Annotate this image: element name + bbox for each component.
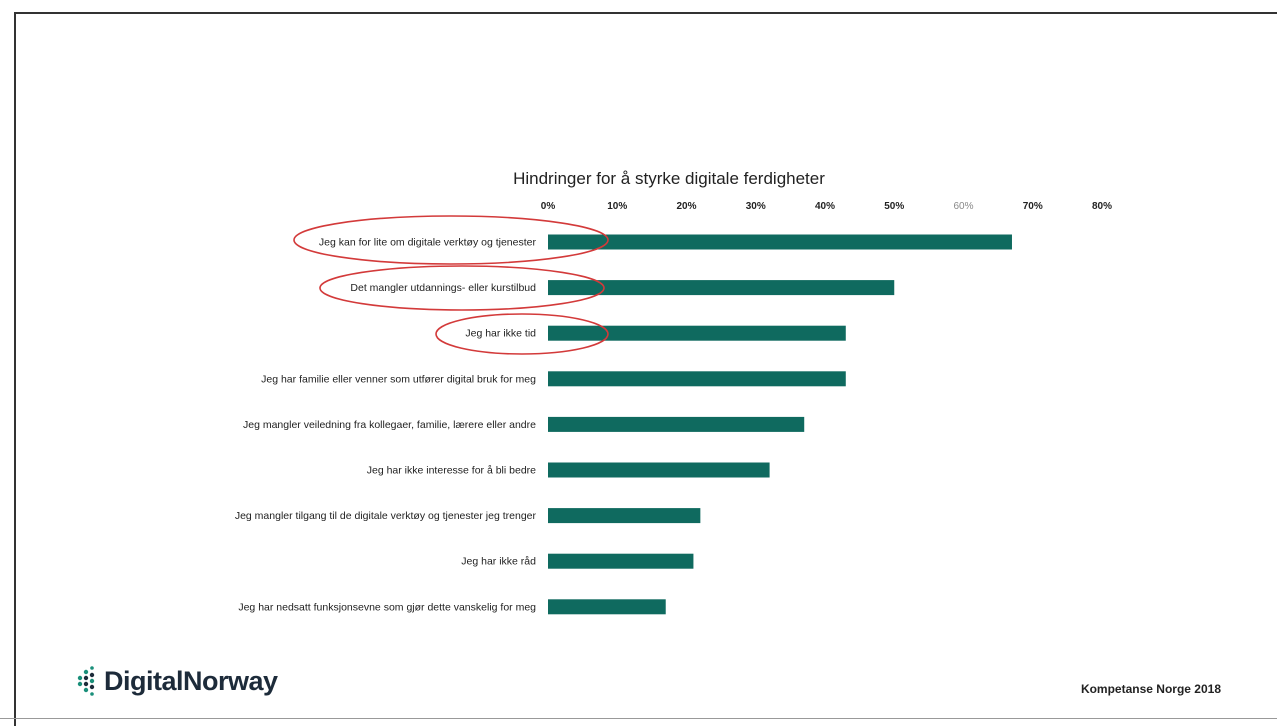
bar [548, 508, 701, 524]
bar [548, 462, 770, 478]
logo-text: DigitalNorway [104, 665, 278, 696]
x-tick-label: 60% [953, 201, 973, 212]
category-label: Jeg har nedsatt funksjonsevne som gjør d… [238, 601, 536, 613]
frame-top-border [14, 12, 1277, 14]
bar-chart: Hindringer for å styrke digitale ferdigh… [235, 169, 1112, 615]
bar [548, 599, 666, 615]
x-tick-label: 0% [541, 201, 556, 212]
frame-bottom-border [0, 718, 1277, 719]
category-label: Det mangler utdannings- eller kurstilbud [350, 282, 536, 294]
x-tick-label: 20% [676, 201, 696, 212]
x-tick-label: 80% [1092, 201, 1112, 212]
category-label: Jeg har ikke tid [465, 328, 536, 340]
bar [548, 234, 1012, 250]
category-label: Jeg kan for lite om digitale verktøy og … [319, 237, 537, 249]
category-label: Jeg mangler tilgang til de digitale verk… [235, 510, 537, 522]
highlight-circle [435, 313, 609, 355]
category-label: Jeg mangler veiledning fra kollegaer, fa… [243, 419, 536, 431]
bar [548, 553, 694, 569]
category-label: Jeg har ikke interesse for å bli bedre [367, 465, 536, 477]
x-tick-label: 70% [1023, 201, 1043, 212]
frame-left-border [14, 12, 16, 726]
source-label: Kompetanse Norge 2018 [1080, 682, 1221, 696]
highlight-circle [293, 215, 609, 265]
x-tick-label: 30% [746, 201, 766, 212]
category-label: Jeg har ikke råd [461, 556, 536, 568]
bar [548, 416, 805, 432]
bar [548, 371, 846, 387]
x-tick-label: 10% [607, 201, 627, 212]
chart-title: Hindringer for å styrke digitale ferdigh… [513, 169, 825, 188]
bar [548, 325, 846, 341]
digitalnorway-dots-icon [77, 666, 95, 696]
x-tick-label: 40% [815, 201, 835, 212]
bar [548, 280, 895, 296]
digitalnorway-logo: DigitalNorway [76, 664, 278, 698]
x-tick-label: 50% [884, 201, 904, 212]
highlight-circle [319, 265, 605, 311]
category-label: Jeg har familie eller venner som utfører… [261, 373, 536, 385]
